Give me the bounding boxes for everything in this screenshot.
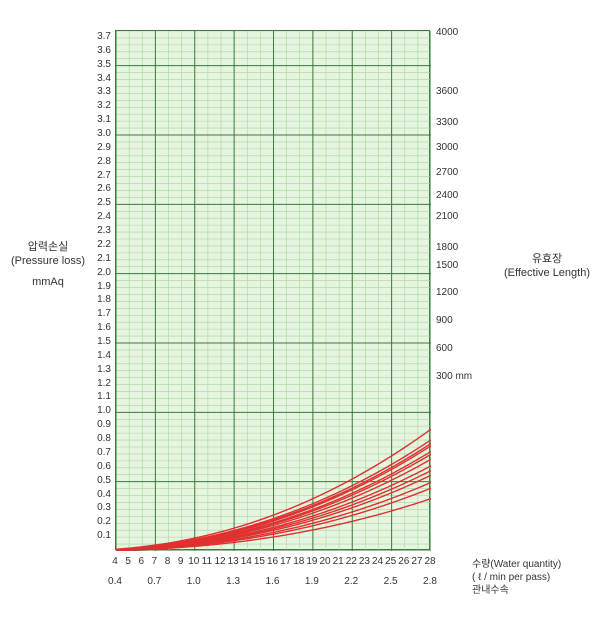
- y-tick: 3.4: [85, 73, 111, 84]
- curve-label-11: 3600: [436, 86, 458, 97]
- y-axis-title: 압력손실 (Pressure loss) mmAq: [8, 240, 88, 289]
- curve-label-1: 600: [436, 343, 453, 354]
- y-tick: 1.8: [85, 294, 111, 305]
- x-tick-bottom: 2.5: [378, 576, 404, 587]
- y-tick: 0.3: [85, 502, 111, 513]
- x-axis-title-3: 관내수속: [472, 584, 600, 597]
- curve-label-5: 1800: [436, 242, 458, 253]
- x-axis-title-2: ( ℓ / min per pass): [472, 571, 600, 584]
- y-axis-title-en: (Pressure loss): [8, 254, 88, 268]
- right-axis-title: 유효장 (Effective Length): [498, 252, 596, 281]
- y-tick: 0.5: [85, 475, 111, 486]
- y-tick: 1.6: [85, 322, 111, 333]
- plot-svg: [116, 31, 431, 551]
- chart-container: { "layout": { "page_w": 600, "page_h": 6…: [0, 0, 600, 636]
- y-tick: 2.0: [85, 267, 111, 278]
- x-tick-bottom: 0.7: [141, 576, 167, 587]
- x-tick-bottom: 1.3: [220, 576, 246, 587]
- y-tick: 1.1: [85, 391, 111, 402]
- right-axis-title-en: (Effective Length): [498, 266, 596, 280]
- curve-label-9: 3000: [436, 142, 458, 153]
- y-tick: 3.0: [85, 128, 111, 139]
- y-tick: 0.4: [85, 489, 111, 500]
- curve-label-0: 300 mm: [436, 371, 472, 382]
- y-tick: 1.9: [85, 281, 111, 292]
- y-tick: 1.7: [85, 308, 111, 319]
- curve-label-12: 4000: [436, 27, 458, 38]
- y-tick: 2.8: [85, 156, 111, 167]
- y-tick: 2.7: [85, 170, 111, 181]
- y-tick: 2.9: [85, 142, 111, 153]
- curve-label-6: 2100: [436, 211, 458, 222]
- y-tick: 1.3: [85, 364, 111, 375]
- curve-label-10: 3300: [436, 117, 458, 128]
- x-axis-title: 수량(Water quantity) ( ℓ / min per pass) 관…: [472, 558, 600, 597]
- x-tick-bottom: 0.4: [102, 576, 128, 587]
- y-tick: 2.3: [85, 225, 111, 236]
- right-axis-title-kr: 유효장: [498, 252, 596, 266]
- y-tick: 2.4: [85, 211, 111, 222]
- curve-label-2: 900: [436, 315, 453, 326]
- x-tick-bottom: 2.2: [338, 576, 364, 587]
- y-tick: 1.4: [85, 350, 111, 361]
- y-tick: 2.2: [85, 239, 111, 250]
- curve-label-8: 2700: [436, 167, 458, 178]
- y-tick: 2.6: [85, 183, 111, 194]
- y-tick: 3.3: [85, 86, 111, 97]
- x-axis-title-1: 수량(Water quantity): [472, 558, 600, 571]
- x-tick-bottom: 2.8: [417, 576, 443, 587]
- curve-label-4: 1500: [436, 260, 458, 271]
- curve-label-7: 2400: [436, 190, 458, 201]
- y-axis-title-kr: 압력손실: [8, 240, 88, 254]
- y-tick: 1.2: [85, 378, 111, 389]
- y-tick: 0.6: [85, 461, 111, 472]
- y-tick: 3.6: [85, 45, 111, 56]
- x-tick-bottom: 1.6: [260, 576, 286, 587]
- y-tick: 3.5: [85, 59, 111, 70]
- y-tick: 2.5: [85, 197, 111, 208]
- plot-area: [115, 30, 430, 550]
- x-tick-top: 28: [421, 556, 439, 567]
- y-tick: 1.0: [85, 405, 111, 416]
- y-tick: 3.2: [85, 100, 111, 111]
- y-tick: 0.7: [85, 447, 111, 458]
- x-tick-bottom: 1.0: [181, 576, 207, 587]
- y-tick: 0.1: [85, 530, 111, 541]
- y-tick: 0.9: [85, 419, 111, 430]
- y-axis-unit: mmAq: [8, 275, 88, 289]
- y-tick: 3.7: [85, 31, 111, 42]
- y-tick: 3.1: [85, 114, 111, 125]
- y-tick: 2.1: [85, 253, 111, 264]
- y-tick: 1.5: [85, 336, 111, 347]
- y-tick: 0.2: [85, 516, 111, 527]
- y-tick: 0.8: [85, 433, 111, 444]
- curve-label-3: 1200: [436, 287, 458, 298]
- x-tick-bottom: 1.9: [299, 576, 325, 587]
